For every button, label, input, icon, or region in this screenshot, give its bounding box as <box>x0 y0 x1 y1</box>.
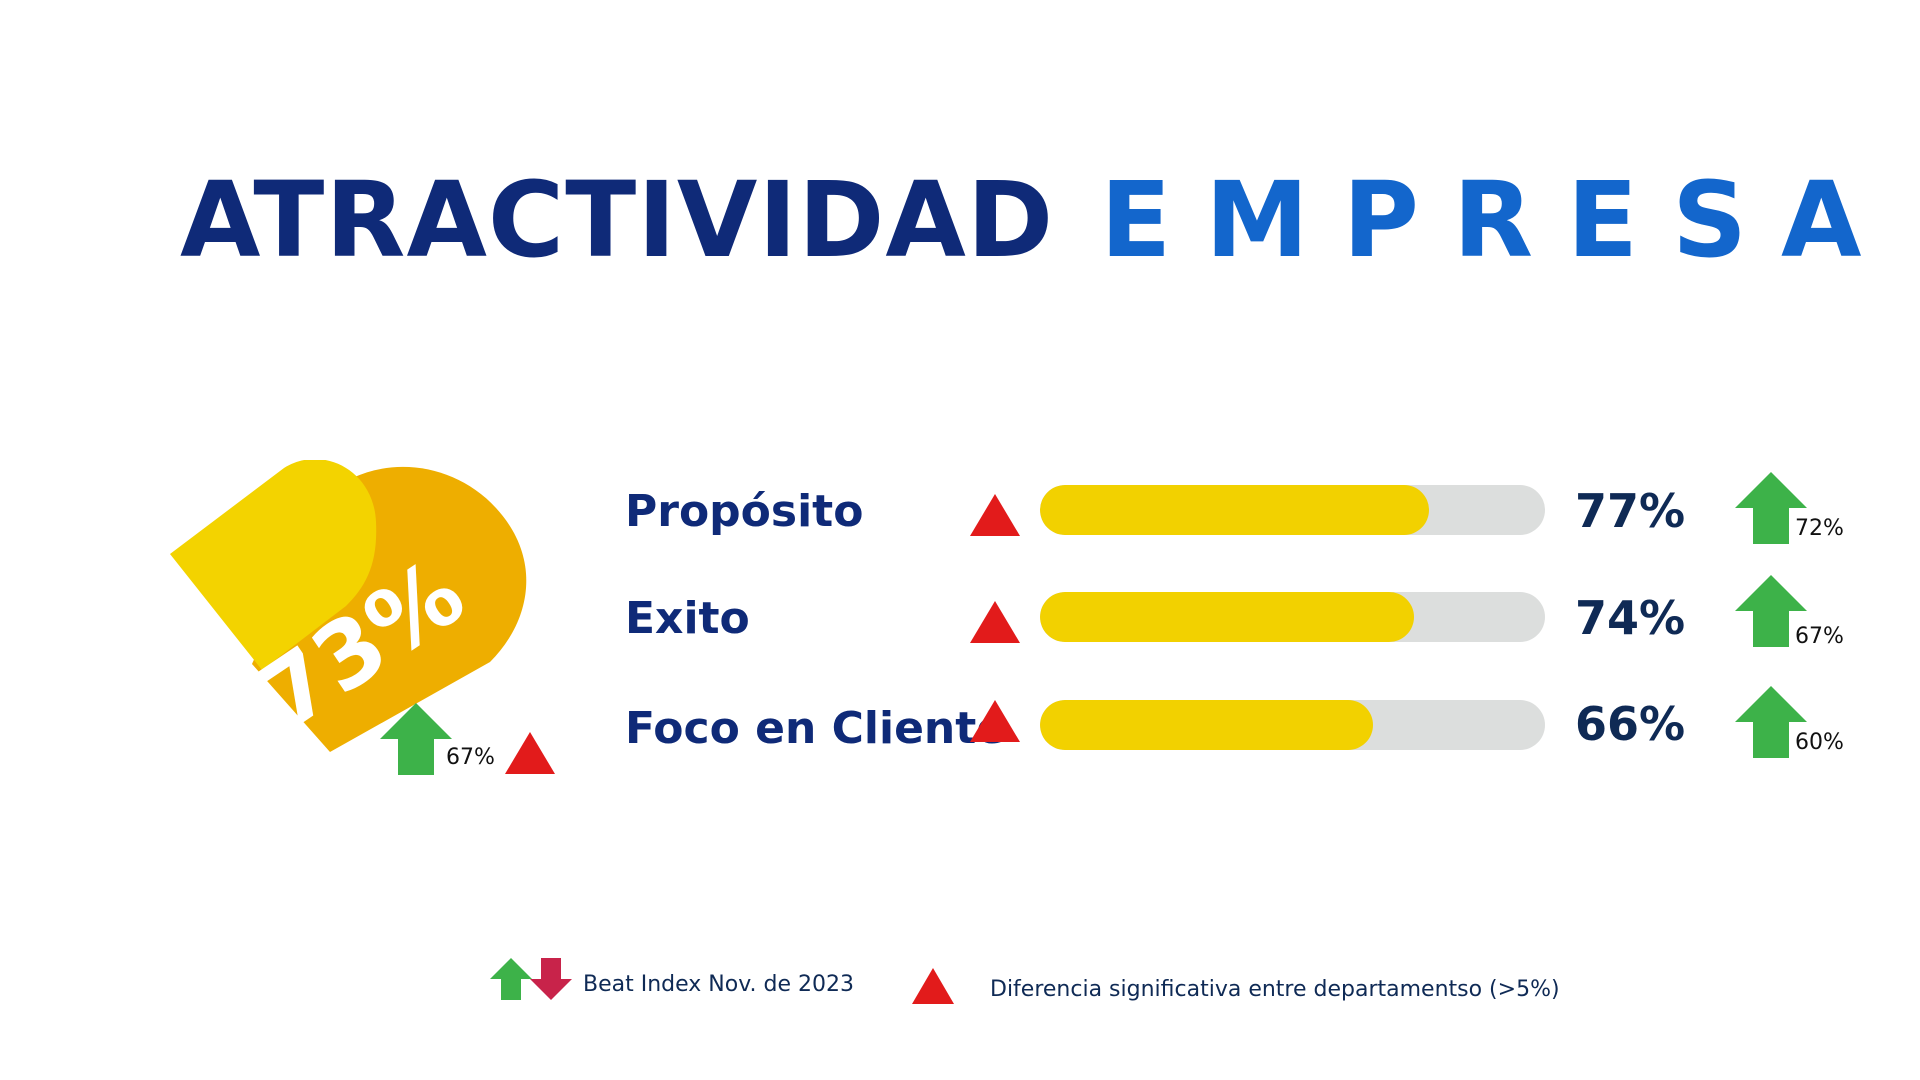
bar-track-proposito <box>1040 485 1545 535</box>
significance-triangle-icon <box>970 494 1020 536</box>
up-arrow-icon <box>1735 686 1807 758</box>
value-label-foco-en-cliente: 66% <box>1575 697 1686 751</box>
metric-label-foco-en-cliente: Foco en Cliente <box>625 703 1007 754</box>
significance-triangle-icon <box>970 601 1020 643</box>
bar-track-exito <box>1040 592 1545 642</box>
page-title: ATRACTIVIDAD EMPRESA <box>180 168 1896 272</box>
title-part-1: ATRACTIVIDAD <box>180 159 1055 281</box>
value-label-proposito: 77% <box>1575 484 1686 538</box>
benchmark-label-proposito: 72% <box>1795 516 1844 541</box>
bar-fill-foco-en-cliente <box>1040 700 1374 750</box>
legend-down-arrow-icon <box>530 958 572 1000</box>
metric-label-proposito: Propósito <box>625 486 864 537</box>
up-arrow-icon <box>1735 575 1807 647</box>
legend-up-arrow-icon <box>490 958 532 1000</box>
benchmark-label-exito: 67% <box>1795 624 1844 649</box>
title-part-2: EMPRESA <box>1100 159 1896 281</box>
metric-label-exito: Exito <box>625 593 750 644</box>
heart-icon: 73% <box>170 460 527 752</box>
value-label-exito: 74% <box>1575 591 1686 645</box>
bar-fill-proposito <box>1040 485 1429 535</box>
heart-left-lobe <box>170 460 377 670</box>
significance-triangle-icon <box>970 700 1020 742</box>
up-arrow-icon <box>1735 472 1807 544</box>
benchmark-label-foco-en-cliente: 60% <box>1795 730 1844 755</box>
legend-significance-triangle-icon <box>912 968 954 1004</box>
overall-benchmark: 67% <box>446 745 495 770</box>
legend-beat-index: Beat Index Nov. de 2023 <box>583 972 854 997</box>
bar-track-foco-en-cliente <box>1040 700 1545 750</box>
up-arrow-icon <box>380 703 452 775</box>
significance-triangle-icon <box>505 732 555 774</box>
legend-significance: Diferencia significativa entre departame… <box>990 977 1560 1002</box>
bar-fill-exito <box>1040 592 1414 642</box>
